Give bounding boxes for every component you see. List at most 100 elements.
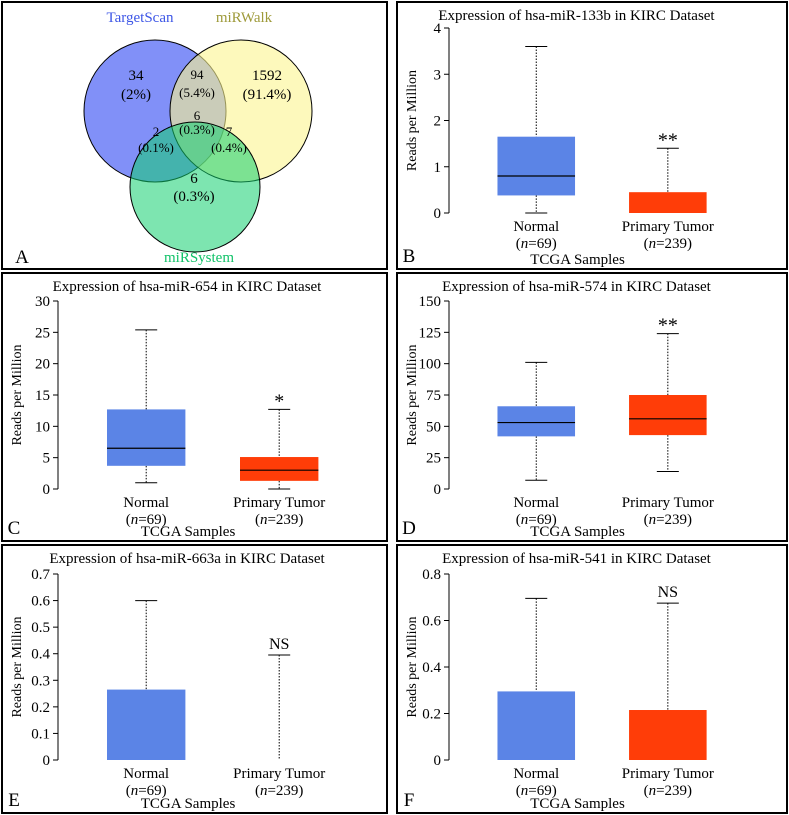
chart-title: Expression of hsa-miR-654 in KIRC Datase… (53, 279, 323, 295)
panel-letter: B (403, 246, 416, 267)
y-tick-label: 0 (434, 482, 442, 498)
y-tick-label: 20 (35, 357, 50, 373)
venn-all-count: 6 (194, 108, 201, 123)
box-tumor (629, 192, 707, 213)
panel-letter: E (8, 790, 20, 811)
x-category-label-tumor: Primary Tumor (622, 766, 714, 782)
venn-ts-mw-count: 94 (191, 67, 205, 82)
panel-frame (396, 544, 788, 814)
y-tick-label: 0.4 (31, 647, 50, 663)
venn-mw-only-pct: (91.4%) (243, 87, 292, 103)
y-tick-label: 10 (35, 419, 50, 435)
y-tick-label: 1 (434, 160, 442, 176)
x-axis-label: TCGA Samples (530, 524, 625, 540)
panel-frame (1, 272, 388, 542)
y-tick-label: 0 (434, 753, 442, 769)
panel-frame (396, 272, 788, 542)
x-category-label-tumor: Primary Tumor (622, 219, 714, 235)
x-n-label-tumor: (n=239) (644, 236, 692, 252)
venn-all-pct: (0.3%) (179, 122, 215, 137)
y-axis-label: Reads per Million (405, 344, 420, 445)
panel-frame (1, 544, 388, 814)
x-category-label-tumor: Primary Tumor (233, 495, 325, 511)
y-tick-label: 5 (43, 451, 51, 467)
y-tick-label: 0.1 (31, 726, 50, 742)
x-n-label-tumor: (n=239) (644, 512, 692, 528)
x-n-label-normal: (n=69) (516, 512, 557, 528)
y-tick-label: 0.7 (31, 567, 50, 583)
y-tick-label: 2 (434, 114, 442, 130)
x-category-label-tumor: Primary Tumor (622, 495, 714, 511)
x-axis-label: TCGA Samples (530, 252, 625, 268)
y-tick-label: 0.6 (422, 614, 441, 630)
y-tick-label: 0.2 (422, 707, 441, 723)
chart-title: Expression of hsa-miR-663a in KIRC Datas… (49, 551, 325, 567)
significance-marker: NS (658, 584, 678, 601)
x-category-label-normal: Normal (123, 495, 169, 511)
y-tick-label: 0 (434, 206, 442, 222)
y-tick-label: 0.2 (31, 700, 50, 716)
y-tick-label: 30 (35, 294, 50, 310)
y-axis-label: Reads per Million (10, 616, 25, 717)
x-n-label-tumor: (n=239) (255, 783, 303, 799)
x-axis-label: TCGA Samples (141, 796, 236, 812)
x-n-label-tumor: (n=239) (255, 512, 303, 528)
chart-title: Expression of hsa-miR-574 in KIRC Datase… (442, 279, 712, 295)
chart-panel-e: Expression of hsa-miR-663a in KIRC Datas… (1, 544, 388, 814)
y-tick-label: 25 (426, 451, 441, 467)
y-tick-label: 0.8 (422, 567, 441, 583)
x-category-label-normal: Normal (513, 495, 559, 511)
chart-title: Expression of hsa-miR-541 in KIRC Datase… (442, 551, 712, 567)
y-tick-label: 75 (426, 388, 441, 404)
panel-letter: C (8, 518, 21, 539)
significance-marker: NS (269, 636, 289, 653)
significance-marker: * (274, 390, 284, 412)
y-tick-label: 0.6 (31, 594, 50, 610)
venn-circle-mirsystem (129, 121, 261, 253)
box-normal (107, 409, 186, 466)
y-tick-label: 0.4 (422, 660, 441, 676)
chart-title: Expression of hsa-miR-133b in KIRC Datas… (438, 8, 715, 24)
y-tick-label: 15 (35, 388, 50, 404)
box-normal (107, 689, 186, 760)
x-category-label-normal: Normal (123, 766, 169, 782)
box-tumor (240, 457, 319, 481)
panel-frame (396, 1, 788, 270)
significance-marker: ** (658, 129, 678, 151)
x-axis-label: TCGA Samples (141, 524, 236, 540)
y-axis-label: Reads per Million (405, 616, 420, 717)
chart-panel-c: Expression of hsa-miR-654 in KIRC Datase… (1, 272, 388, 542)
venn-ts-only-pct: (2%) (121, 87, 151, 103)
y-tick-label: 3 (434, 67, 442, 83)
x-category-label-tumor: Primary Tumor (233, 766, 325, 782)
venn-label-mirsystem: miRSystem (164, 250, 234, 266)
chart-panel-f: Expression of hsa-miR-541 in KIRC Datase… (396, 544, 788, 814)
y-tick-label: 4 (434, 21, 442, 37)
x-n-label-normal: (n=69) (516, 236, 557, 252)
venn-ts-only-count: 34 (129, 68, 145, 84)
y-tick-label: 0 (43, 482, 51, 498)
panel-a-venn: TargetScan miRWalk miRSystem 34 (2%) 159… (1, 1, 388, 270)
venn-ms-only-pct: (0.3%) (173, 189, 214, 205)
y-tick-label: 25 (35, 325, 50, 341)
venn-label-targetscan: TargetScan (107, 10, 174, 26)
y-tick-label: 0 (43, 753, 51, 769)
venn-ts-ms-count: 2 (153, 124, 160, 139)
venn-ts-ms-pct: (0.1%) (138, 140, 174, 155)
panel-letter: F (404, 790, 415, 811)
panel-letter: A (15, 247, 29, 268)
y-tick-label: 0.5 (31, 620, 50, 636)
x-category-label-normal: Normal (513, 219, 559, 235)
x-category-label-normal: Normal (513, 766, 559, 782)
y-tick-label: 100 (419, 357, 442, 373)
significance-marker: ** (658, 315, 678, 337)
venn-ts-mw-pct: (5.4%) (179, 85, 215, 100)
box-tumor (629, 710, 707, 760)
box-tumor (629, 395, 707, 436)
box-normal (497, 406, 576, 437)
venn-mw-ms-pct: (0.4%) (211, 140, 247, 155)
x-n-label-normal: (n=69) (126, 512, 167, 528)
x-n-label-tumor: (n=239) (644, 783, 692, 799)
